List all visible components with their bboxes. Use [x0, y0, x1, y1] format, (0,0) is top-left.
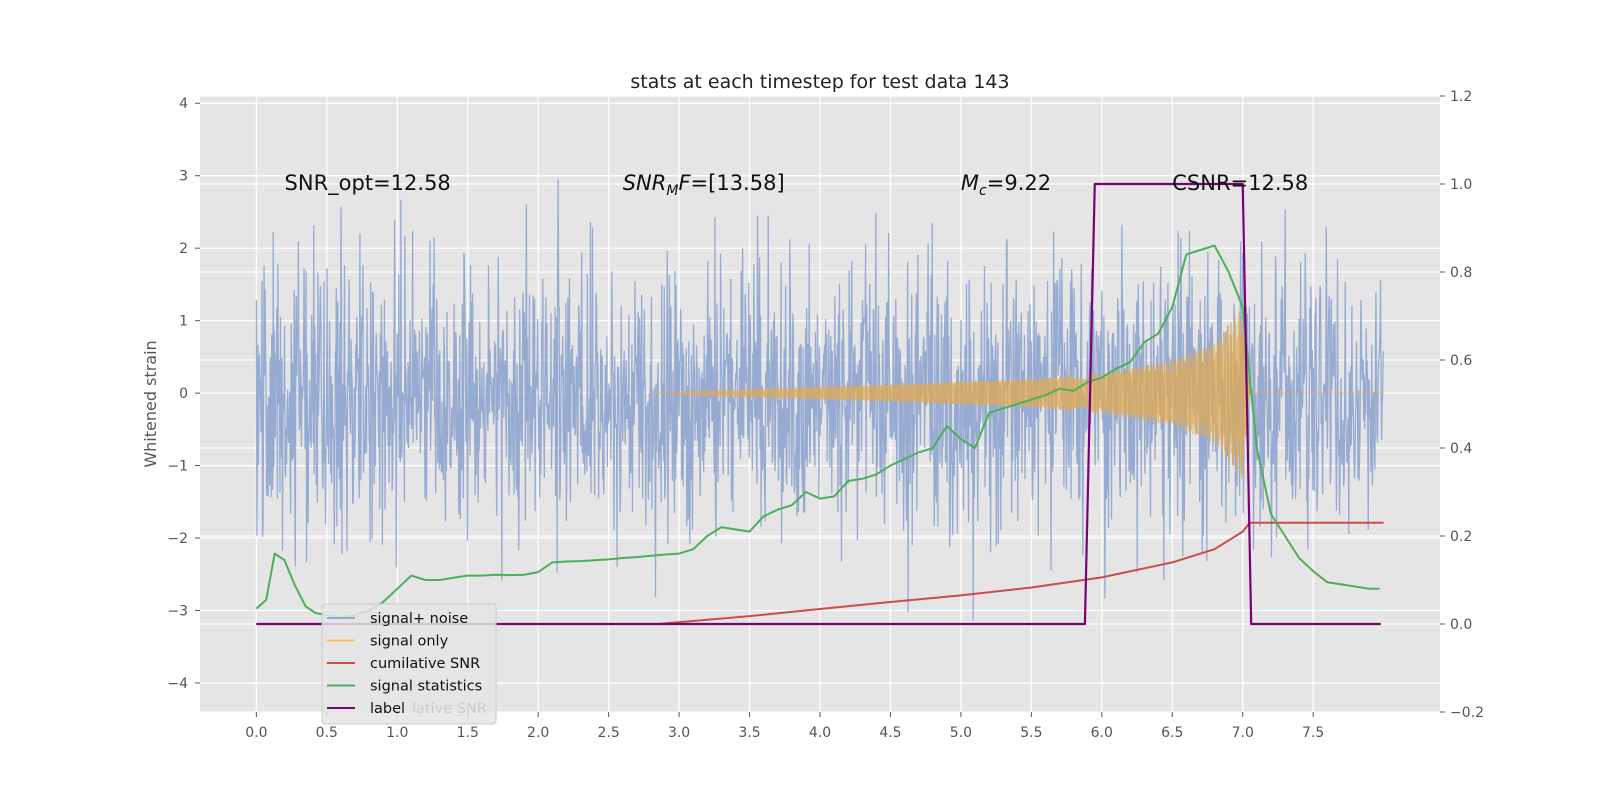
- legend-label-3: signal statistics: [370, 679, 482, 695]
- legend: signal+ noise signal only cumilative SNR si…: [321, 603, 497, 725]
- x-tick-label-15: 7.5: [1302, 725, 1324, 741]
- annotation-0: SNR_opt=12.58: [285, 171, 451, 196]
- legend-label-2: cumilative SNR: [370, 656, 480, 672]
- y-tick-label-2: −2: [167, 531, 188, 547]
- x-tick-label-11: 5.5: [1020, 725, 1042, 741]
- signal-only-line: [650, 311, 1384, 479]
- legend-label-0: signal+ noise: [370, 611, 468, 627]
- legend-ghost-text: lative SNR: [412, 701, 487, 717]
- annotation-2: Mc=9.22: [961, 171, 1051, 199]
- x-tick-label-8: 4.0: [809, 725, 831, 741]
- x-tick-label-4: 2.0: [527, 725, 549, 741]
- x-tick-label-2: 1.0: [386, 725, 408, 741]
- y2-tick-label-3: 0.4: [1450, 441, 1472, 457]
- y-tick-label-8: 4: [179, 96, 188, 112]
- y-tick-label-1: −3: [167, 604, 188, 620]
- x-tick-label-3: 1.5: [457, 725, 479, 741]
- line-series: [255, 182, 1384, 626]
- y2-tick-label-0: −0.2: [1450, 705, 1484, 721]
- x-tick-label-9: 4.5: [879, 725, 901, 741]
- annotation-3: CSNR=12.58: [1172, 171, 1308, 195]
- chart-title: stats at each timestep for test data 143: [630, 71, 1009, 93]
- x-tick-label-1: 0.5: [316, 725, 338, 741]
- y2-tick-label-5: 0.8: [1450, 265, 1472, 281]
- x-tick-label-5: 2.5: [598, 725, 620, 741]
- y-tick-label-3: −1: [167, 459, 188, 475]
- annotations: SNR_opt=12.58 SNRMF=[13.58] Mc=9.22 CSNR=12…: [285, 171, 1309, 199]
- signal-statistics-line: [255, 244, 1380, 619]
- y2-tick-label-4: 0.6: [1450, 353, 1472, 369]
- y-tick-label-0: −4: [167, 676, 188, 692]
- y-tick-label-5: 1: [179, 314, 188, 330]
- x-tick-label-12: 6.0: [1091, 725, 1113, 741]
- y-tick-label-6: 2: [179, 241, 188, 257]
- y2-tick-label-1: 0.0: [1450, 617, 1472, 633]
- y-tick-label-4: 0: [179, 386, 188, 402]
- label-line: [256, 182, 1381, 626]
- signal-only-series: [650, 311, 1384, 479]
- legend-label-1: signal only: [370, 634, 449, 650]
- y-tick-label-7: 3: [179, 169, 188, 185]
- x-tick-label-13: 6.5: [1161, 725, 1183, 741]
- axis-ticks: 0.0 0.5 1.0 1.5 2.0 2.5 3.0 3.5 4.0 4.5 5.0 5.5 6.0 6…: [167, 89, 1484, 741]
- y2-tick-label-6: 1.0: [1450, 177, 1472, 193]
- annotation-1: SNRMF=[13.58]: [623, 171, 785, 199]
- y2-tick-label-2: 0.2: [1450, 529, 1472, 545]
- x-tick-label-6: 3.0: [668, 725, 690, 741]
- x-tick-label-14: 7.0: [1232, 725, 1254, 741]
- y-axis-label: Whitened strain: [141, 340, 160, 467]
- x-tick-label-0: 0.0: [245, 725, 267, 741]
- legend-label-4: label: [370, 701, 405, 717]
- y2-tick-label-7: 1.2: [1450, 89, 1472, 105]
- legend-box: [321, 603, 497, 725]
- x-tick-label-10: 5.0: [950, 725, 972, 741]
- x-tick-label-7: 3.5: [738, 725, 760, 741]
